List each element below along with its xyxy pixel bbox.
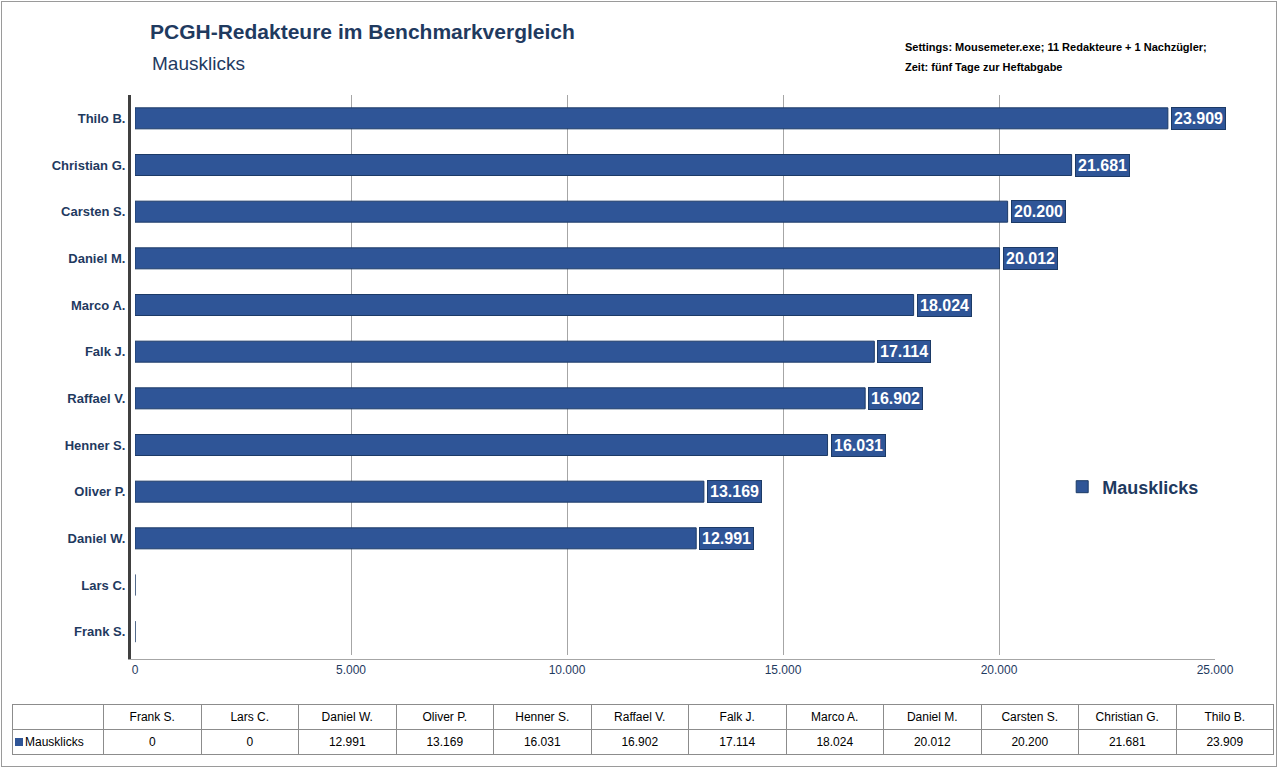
svg-text:Raffael V.: Raffael V. [67, 391, 125, 406]
html-text:Raffael V.: Raffael V. [614, 710, 666, 724]
svg-text:Christian G.: Christian G. [52, 158, 126, 173]
svg-text:Settings: Mousemeter.exe; 11 R: Settings: Mousemeter.exe; 11 Redakteure … [905, 41, 1207, 53]
svg-text:Zeit: fünf Tage zur Heftabgabe: Zeit: fünf Tage zur Heftabgabe [905, 61, 1062, 73]
svg-text:Mausklicks: Mausklicks [1102, 478, 1198, 498]
svg-text:13.169: 13.169 [710, 483, 759, 500]
html-text:Christian G.: Christian G. [1095, 710, 1159, 724]
svg-text:0: 0 [132, 663, 139, 677]
svg-text:21.681: 21.681 [1078, 157, 1127, 174]
html-text:Oliver P.: Oliver P. [422, 710, 467, 724]
html-text:0: 0 [246, 735, 254, 749]
html-text:23.909: 23.909 [1206, 735, 1244, 749]
svg-text:16.902: 16.902 [871, 390, 920, 407]
html-text:Henner S.: Henner S. [515, 710, 570, 724]
svg-text:Daniel W.: Daniel W. [68, 531, 126, 546]
svg-text:20.000: 20.000 [981, 663, 1018, 677]
svg-text:5.000: 5.000 [336, 663, 366, 677]
html-text:16.031: 16.031 [523, 735, 561, 749]
svg-text:20.012: 20.012 [1006, 250, 1055, 267]
svg-text:25.000: 25.000 [1197, 663, 1234, 677]
svg-text:23.909: 23.909 [1174, 110, 1223, 127]
html-text:Daniel M.: Daniel M. [906, 710, 958, 724]
svg-text:Thilo B.: Thilo B. [78, 111, 126, 126]
svg-text:Oliver P.: Oliver P. [74, 484, 125, 499]
html-text:0: 0 [148, 735, 156, 749]
svg-text:Lars C.: Lars C. [81, 578, 125, 593]
html-text:Frank S.: Frank S. [129, 710, 175, 724]
html-text:Daniel W.: Daniel W. [321, 710, 373, 724]
html-text:Lars C.: Lars C. [230, 710, 270, 724]
html-text:18.024: 18.024 [816, 735, 854, 749]
svg-text:PCGH-Redakteure im Benchmarkve: PCGH-Redakteure im Benchmarkvergleich [150, 20, 575, 43]
svg-text:Carsten S.: Carsten S. [61, 204, 125, 219]
html-text:13.169: 13.169 [426, 735, 464, 749]
html-text:Marco A.: Marco A. [811, 710, 859, 724]
html-text:Carsten S.: Carsten S. [1001, 710, 1059, 724]
svg-text:10.000: 10.000 [549, 663, 586, 677]
svg-text:15.000: 15.000 [765, 663, 802, 677]
html-text:Thilo B.: Thilo B. [1204, 710, 1246, 724]
svg-text:17.114: 17.114 [880, 343, 928, 360]
svg-text:20.200: 20.200 [1014, 203, 1063, 220]
svg-text:Daniel M.: Daniel M. [68, 251, 125, 266]
svg-text:16.031: 16.031 [834, 437, 883, 454]
svg-text:12.991: 12.991 [702, 530, 751, 547]
html-text:17.114: 17.114 [719, 735, 756, 749]
svg-text:Frank S.: Frank S. [74, 624, 125, 639]
html-text:16.902: 16.902 [621, 735, 659, 749]
svg-text:Marco A.: Marco A. [71, 298, 125, 313]
svg-text:Henner S.: Henner S. [65, 438, 126, 453]
html-text:20.200: 20.200 [1011, 735, 1049, 749]
html-text:21.681: 21.681 [1108, 735, 1146, 749]
svg-text:18.024: 18.024 [920, 297, 969, 314]
html-text:12.991: 12.991 [328, 735, 366, 749]
html-text:20.012: 20.012 [913, 735, 951, 749]
html-text:Falk J.: Falk J. [719, 710, 755, 724]
svg-text:Mausklicks: Mausklicks [152, 53, 245, 74]
svg-text:Falk J.: Falk J. [85, 344, 125, 359]
html-text:Mausklicks: Mausklicks [25, 735, 84, 749]
